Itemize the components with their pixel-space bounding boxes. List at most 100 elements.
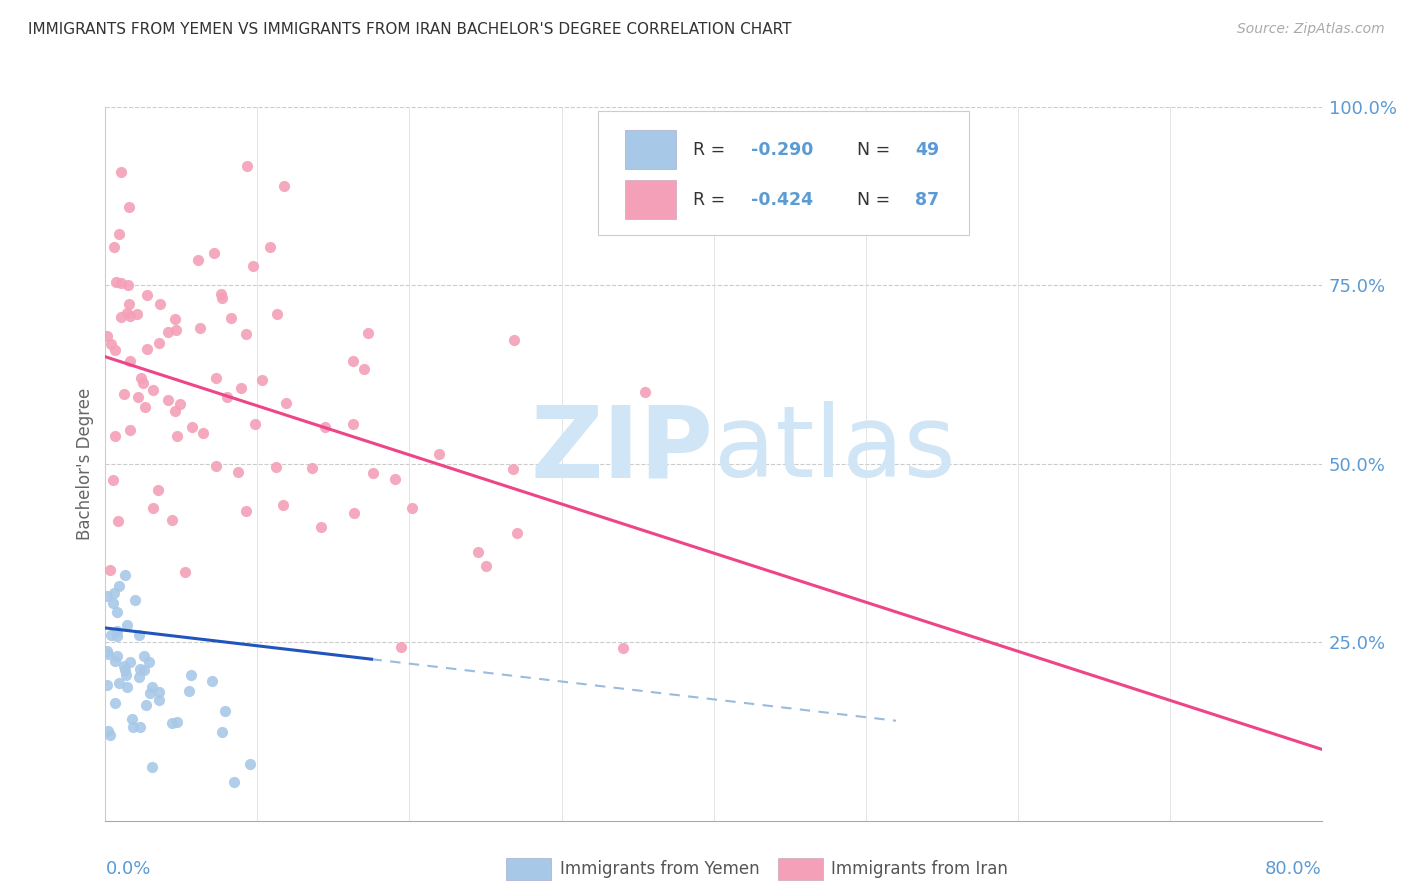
Point xyxy=(125,307,148,321)
Point xyxy=(166,323,188,337)
Point xyxy=(149,297,172,311)
Point xyxy=(139,686,162,700)
Point xyxy=(160,513,183,527)
Point xyxy=(634,385,657,400)
Point xyxy=(100,337,122,351)
Text: Immigrants from Iran: Immigrants from Iran xyxy=(831,860,1008,878)
Point xyxy=(108,227,131,241)
Point xyxy=(107,676,129,690)
Point xyxy=(148,483,170,497)
Point xyxy=(391,640,413,654)
Point xyxy=(165,404,187,418)
Point xyxy=(104,343,127,357)
Point xyxy=(129,371,152,385)
Point xyxy=(342,417,364,432)
Text: R =: R = xyxy=(693,141,731,159)
Point xyxy=(132,648,155,663)
Point xyxy=(273,179,295,194)
Point xyxy=(117,681,139,695)
Point xyxy=(187,252,209,267)
Point xyxy=(211,291,233,305)
Point xyxy=(107,514,129,528)
Point xyxy=(103,596,125,610)
Point xyxy=(103,586,125,600)
Point xyxy=(117,278,139,293)
Point xyxy=(103,696,125,710)
Point xyxy=(211,725,233,739)
Point xyxy=(226,466,249,480)
Point xyxy=(357,326,380,340)
Point xyxy=(114,568,136,582)
Point xyxy=(104,276,127,290)
Point xyxy=(98,728,121,742)
Point xyxy=(104,429,127,443)
Point xyxy=(148,336,170,351)
Point xyxy=(110,165,132,179)
Point xyxy=(134,401,156,415)
Point xyxy=(467,545,489,559)
Point xyxy=(502,461,524,475)
Point xyxy=(181,420,204,434)
Point xyxy=(243,417,266,431)
Point xyxy=(141,681,163,695)
Text: atlas: atlas xyxy=(713,401,955,498)
Point xyxy=(103,473,125,487)
Point xyxy=(274,396,297,410)
Point xyxy=(120,354,142,368)
Point xyxy=(132,376,155,391)
Point xyxy=(96,644,118,658)
Point xyxy=(136,288,159,302)
Point xyxy=(112,658,135,673)
Text: 0.0%: 0.0% xyxy=(105,860,150,878)
Point xyxy=(157,325,180,339)
Point xyxy=(128,720,150,734)
Point xyxy=(169,397,191,411)
Point xyxy=(259,240,281,254)
Point xyxy=(427,447,450,461)
Point xyxy=(114,663,136,677)
Point xyxy=(100,563,122,577)
Point xyxy=(124,592,146,607)
Point xyxy=(205,459,228,474)
Text: -0.424: -0.424 xyxy=(751,191,814,209)
Point xyxy=(221,311,243,326)
Point xyxy=(105,624,128,639)
Point xyxy=(127,390,149,404)
Point xyxy=(250,373,273,387)
Point xyxy=(384,472,406,486)
Point xyxy=(236,159,259,173)
Point xyxy=(204,371,226,385)
Point xyxy=(138,655,160,669)
Point xyxy=(201,674,224,689)
Point xyxy=(229,381,252,395)
Point xyxy=(342,506,364,520)
Point xyxy=(166,714,188,729)
Point xyxy=(180,668,202,682)
Point xyxy=(115,306,138,320)
Point xyxy=(118,296,141,310)
Point xyxy=(222,775,245,789)
Point xyxy=(309,519,332,533)
Point xyxy=(188,321,211,335)
Point xyxy=(121,713,143,727)
Text: N =: N = xyxy=(858,141,896,159)
Point xyxy=(239,756,262,771)
Point xyxy=(97,647,120,661)
Point xyxy=(134,663,156,677)
Point xyxy=(266,306,288,320)
Point xyxy=(235,326,257,341)
Text: 80.0%: 80.0% xyxy=(1265,860,1322,878)
Point xyxy=(148,685,170,699)
FancyBboxPatch shape xyxy=(624,130,676,169)
Point xyxy=(120,309,142,323)
Point xyxy=(96,678,118,692)
Point xyxy=(104,654,127,668)
Point xyxy=(110,310,132,324)
Point xyxy=(271,498,294,512)
Point xyxy=(191,425,214,440)
Point xyxy=(115,617,138,632)
Point xyxy=(96,329,118,343)
Point xyxy=(160,715,183,730)
Text: R =: R = xyxy=(693,191,731,209)
Point xyxy=(353,362,375,376)
